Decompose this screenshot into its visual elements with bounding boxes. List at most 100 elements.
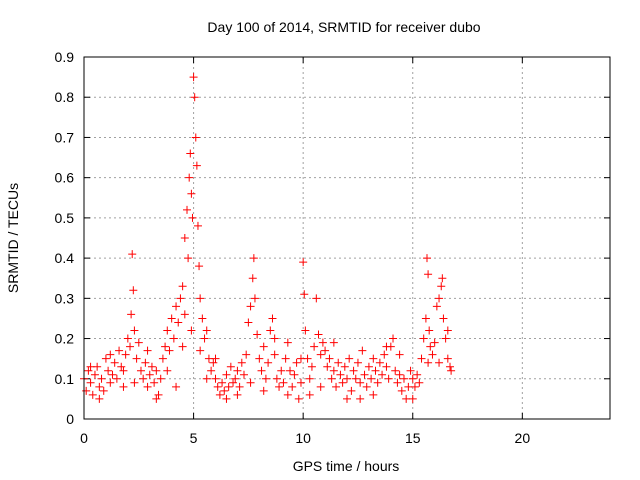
data-point [190, 93, 199, 102]
data-point [242, 350, 251, 359]
data-point [329, 338, 338, 347]
data-point [305, 390, 314, 399]
data-point [229, 378, 238, 387]
data-point [180, 310, 189, 319]
data-point [338, 378, 347, 387]
data-point [152, 366, 161, 375]
data-point [334, 358, 343, 367]
plot-frame [83, 56, 611, 420]
data-point [369, 354, 378, 363]
data-point [139, 374, 148, 383]
data-point [426, 342, 435, 351]
data-point [292, 358, 301, 367]
data-point [316, 382, 325, 391]
data-point [277, 366, 286, 375]
data-point [169, 334, 178, 343]
data-point [406, 366, 415, 375]
data-point [108, 370, 117, 379]
data-point [200, 334, 209, 343]
data-point [211, 374, 220, 383]
data-point [345, 354, 354, 363]
data-point [316, 350, 325, 359]
y-tick-label: 0.2 [55, 331, 75, 347]
data-point [123, 334, 132, 343]
data-point [211, 354, 220, 363]
data-point [195, 262, 204, 271]
x-tick-label: 5 [190, 430, 198, 446]
x-tick-label: 15 [405, 430, 421, 446]
data-point [248, 274, 257, 283]
data-point [196, 346, 205, 355]
data-point [191, 133, 200, 142]
chart-title: Day 100 of 2014, SRMTID for receiver dub… [207, 19, 480, 35]
data-point [82, 386, 91, 395]
data-point [192, 161, 201, 170]
data-point [430, 338, 439, 347]
data-point [425, 326, 434, 335]
data-point [172, 302, 181, 311]
data-point [283, 338, 292, 347]
data-point [299, 258, 308, 267]
data-point [163, 366, 172, 375]
data-point [305, 374, 314, 383]
data-point [187, 189, 196, 198]
data-point [250, 294, 259, 303]
data-point [261, 374, 270, 383]
data-point [222, 394, 231, 403]
data-point [213, 382, 222, 391]
data-point [443, 326, 452, 335]
data-point [188, 213, 197, 222]
x-tick-label: 20 [515, 430, 531, 446]
data-point [207, 366, 216, 375]
data-point [255, 354, 264, 363]
data-point [222, 370, 231, 379]
data-point [237, 358, 246, 367]
data-point [296, 354, 305, 363]
data-point [421, 314, 430, 323]
y-tick-label: 0.7 [55, 129, 75, 145]
y-tick-label: 0.6 [55, 170, 75, 186]
data-point [176, 294, 185, 303]
data-point [218, 378, 227, 387]
data-point [202, 326, 211, 335]
data-point [378, 370, 387, 379]
data-point [347, 386, 356, 395]
data-point [399, 374, 408, 383]
data-point [112, 374, 121, 383]
data-point [97, 374, 106, 383]
data-point [281, 354, 290, 363]
data-point [275, 382, 284, 391]
data-point [172, 382, 181, 391]
data-point [259, 386, 268, 395]
data-point [343, 374, 351, 383]
y-tick-label: 0.8 [55, 89, 75, 105]
data-point [161, 342, 170, 351]
data-point [384, 374, 393, 383]
data-point [364, 362, 373, 371]
data-point [143, 382, 152, 391]
data-point [424, 270, 433, 279]
data-point [180, 234, 189, 242]
data-point [152, 394, 161, 403]
data-point [99, 386, 108, 395]
data-point [84, 366, 93, 375]
data-point [86, 362, 95, 371]
data-point [220, 386, 229, 395]
data-point [119, 366, 128, 375]
data-point [126, 342, 135, 351]
data-point [356, 378, 365, 387]
data-point [373, 378, 382, 387]
data-point [371, 366, 380, 375]
data-point [145, 370, 154, 379]
axis-ticks: 0 0.1 0.2 0.3 0.4 0.5 0.6 0.7 0.8 0.9 0 5 10 15 20 [55, 49, 610, 446]
data-point [132, 354, 141, 363]
data-point [257, 366, 266, 375]
data-point [130, 326, 139, 335]
y-axis-label: SRMTID / TECUs [5, 183, 21, 293]
data-point [134, 338, 143, 347]
data-point [130, 378, 139, 387]
data-point [128, 250, 137, 259]
data-point [239, 370, 248, 379]
data-point [174, 318, 183, 327]
